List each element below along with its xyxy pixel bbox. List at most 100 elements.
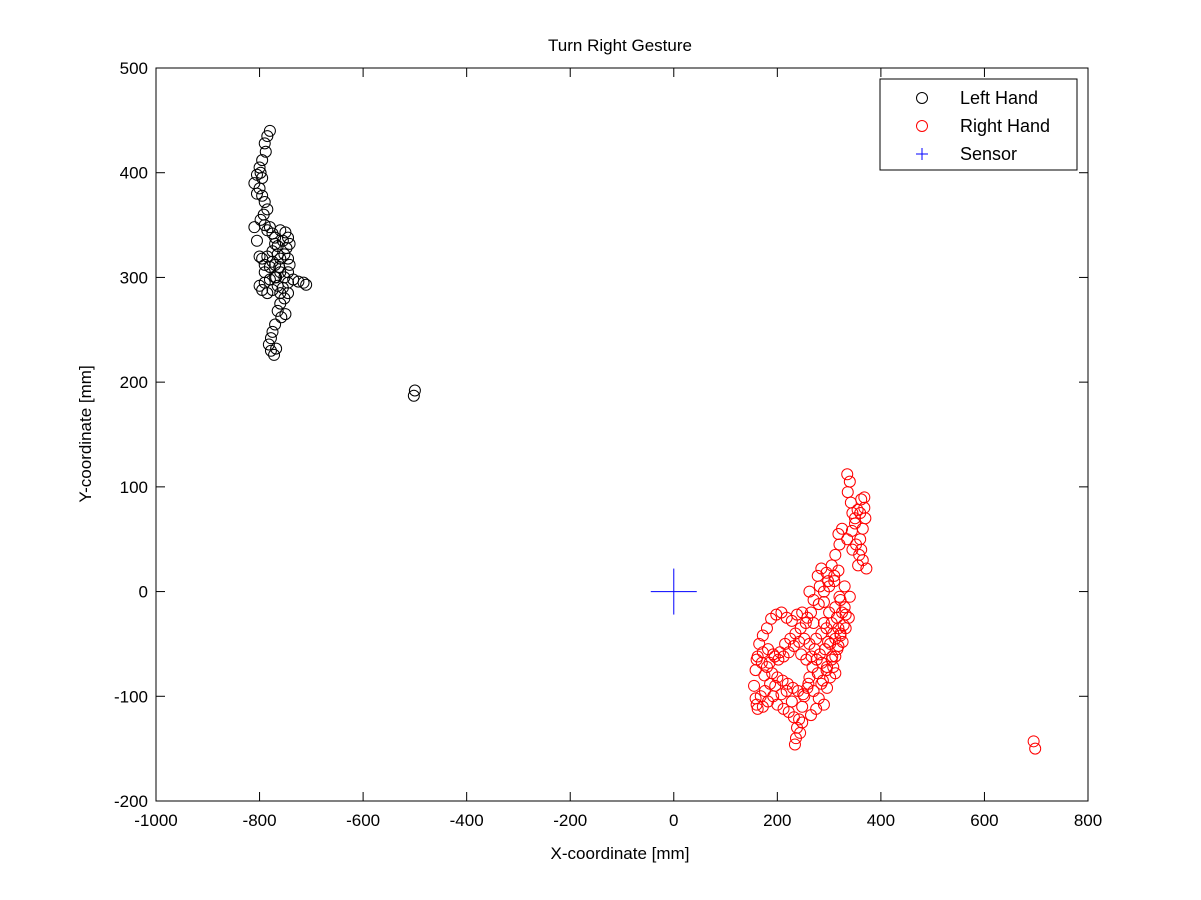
- data-point: [838, 580, 851, 593]
- data-point: [262, 338, 275, 351]
- x-tick-label: 600: [970, 811, 998, 830]
- data-point: [845, 524, 858, 537]
- data-point: [799, 616, 812, 629]
- data-point: [274, 297, 287, 310]
- data-point: [268, 348, 281, 361]
- data-point: [854, 507, 867, 520]
- data-point: [860, 562, 873, 575]
- data-point: [852, 559, 865, 572]
- data-point: [282, 252, 295, 265]
- data-point: [751, 702, 764, 715]
- data-point: [822, 635, 835, 648]
- data-point: [829, 548, 842, 561]
- data-point: [407, 389, 420, 402]
- legend: Left Hand Right Hand Sensor: [879, 78, 1078, 171]
- data-point: [270, 342, 283, 355]
- data-point: [760, 622, 773, 635]
- data-point: [794, 726, 807, 739]
- data-point: [408, 384, 421, 397]
- data-point: [275, 311, 288, 324]
- data-point: [775, 688, 788, 701]
- data-point: [855, 493, 868, 506]
- data-point: [810, 632, 823, 645]
- data-point: [788, 738, 801, 751]
- data-point: [753, 637, 766, 650]
- legend-label: Left Hand: [960, 88, 1038, 108]
- data-point: [769, 679, 782, 692]
- data-point: [833, 538, 846, 551]
- data-point: [748, 679, 761, 692]
- data-point: [756, 629, 769, 642]
- data-point: [793, 713, 806, 726]
- data-point: [258, 196, 271, 209]
- data-point: [264, 332, 277, 345]
- data-series: [248, 124, 1042, 755]
- series-sensor: [650, 568, 697, 615]
- x-tick-label: -1000: [134, 811, 177, 830]
- data-point: [785, 695, 798, 708]
- x-tick-label: 200: [763, 811, 791, 830]
- axis-ticks: -1000 -800 -600 -400 -200 0 200 400 600 800-200-1…: [114, 59, 1102, 830]
- data-point: [264, 344, 277, 357]
- data-point: [266, 255, 279, 268]
- data-point: [822, 575, 835, 588]
- data-point: [250, 234, 263, 247]
- data-point: [815, 562, 828, 575]
- data-point: [258, 266, 271, 279]
- data-point: [843, 590, 856, 603]
- data-point: [775, 606, 788, 619]
- data-point: [1029, 742, 1042, 755]
- data-point: [259, 145, 272, 158]
- y-tick-label: 300: [120, 268, 148, 287]
- data-point: [804, 709, 817, 722]
- x-tick-label: 0: [669, 811, 678, 830]
- data-point: [258, 137, 271, 150]
- y-axis-title: Y-coordinate [mm]: [76, 365, 95, 502]
- y-tick-label: 400: [120, 164, 148, 183]
- y-tick-label: -100: [114, 687, 148, 706]
- data-point: [248, 221, 261, 234]
- data-point: [858, 491, 871, 504]
- data-point: [825, 653, 838, 666]
- legend-box: [879, 78, 1078, 171]
- x-tick-label: -600: [346, 811, 380, 830]
- data-point: [803, 585, 816, 598]
- legend-circle-icon: [916, 92, 928, 104]
- data-point: [256, 154, 269, 167]
- data-point: [820, 664, 833, 677]
- x-tick-label: 800: [1074, 811, 1102, 830]
- data-point: [851, 503, 864, 516]
- data-point: [254, 166, 267, 179]
- data-point: [266, 325, 279, 338]
- x-axis-title: X-coordinate [mm]: [551, 844, 690, 863]
- data-point: [256, 189, 269, 202]
- data-point: [269, 318, 282, 331]
- data-point: [270, 271, 283, 284]
- series-left-hand: [248, 124, 421, 402]
- data-point: [271, 304, 284, 317]
- data-point: [836, 635, 849, 648]
- x-tick-label: -200: [553, 811, 587, 830]
- legend-circle-icon: [916, 120, 928, 132]
- data-point: [750, 698, 763, 711]
- y-tick-label: -200: [114, 792, 148, 811]
- y-tick-label: 200: [120, 373, 148, 392]
- data-point: [796, 606, 809, 619]
- data-point: [1027, 735, 1040, 748]
- y-tick-label: 500: [120, 59, 148, 78]
- y-tick-label: 0: [139, 583, 148, 602]
- data-point: [834, 593, 847, 606]
- data-point: [758, 669, 771, 682]
- legend-label: Sensor: [960, 144, 1017, 164]
- x-tick-label: -800: [243, 811, 277, 830]
- data-point: [815, 677, 828, 690]
- data-point: [250, 187, 263, 200]
- data-point: [256, 171, 269, 184]
- data-point: [839, 608, 852, 621]
- data-point: [253, 250, 266, 263]
- data-point: [850, 538, 863, 551]
- data-point: [283, 237, 296, 250]
- data-point: [817, 616, 830, 629]
- data-point: [297, 276, 310, 289]
